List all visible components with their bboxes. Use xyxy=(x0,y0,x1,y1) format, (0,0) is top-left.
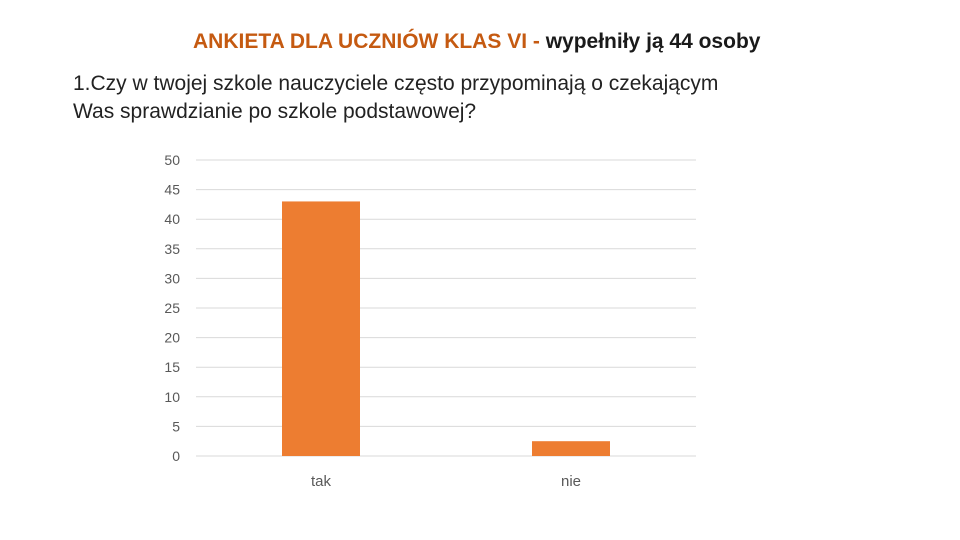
x-tick-label: nie xyxy=(561,473,581,490)
y-tick-label: 45 xyxy=(164,182,180,198)
y-tick-label: 20 xyxy=(164,330,180,346)
y-tick-label: 35 xyxy=(164,241,180,257)
bar-tak xyxy=(282,201,360,456)
title-survey: ANKIETA DLA UCZNIÓW KLAS VI - xyxy=(193,30,546,53)
slide-title: ANKIETA DLA UCZNIÓW KLAS VI - wypełniły … xyxy=(193,30,760,54)
question-line-1: 1.Czy w twojej szkole nauczyciele często… xyxy=(73,72,719,95)
y-tick-label: 30 xyxy=(164,270,180,286)
y-tick-label: 25 xyxy=(164,300,180,316)
y-tick-label: 40 xyxy=(164,211,180,227)
bar-nie xyxy=(532,441,610,456)
y-tick-label: 0 xyxy=(172,448,180,464)
y-tick-label: 10 xyxy=(164,389,180,405)
x-tick-label: tak xyxy=(311,473,332,490)
y-tick-label: 5 xyxy=(172,418,180,434)
title-respondents: wypełniły ją 44 osoby xyxy=(545,30,761,53)
question-line-2: Was sprawdzianie po szkole podstawowej? xyxy=(73,100,477,123)
survey-question: 1.Czy w twojej szkole nauczyciele często… xyxy=(73,70,893,126)
y-tick-label: 15 xyxy=(164,359,180,375)
y-tick-label: 50 xyxy=(164,152,180,168)
